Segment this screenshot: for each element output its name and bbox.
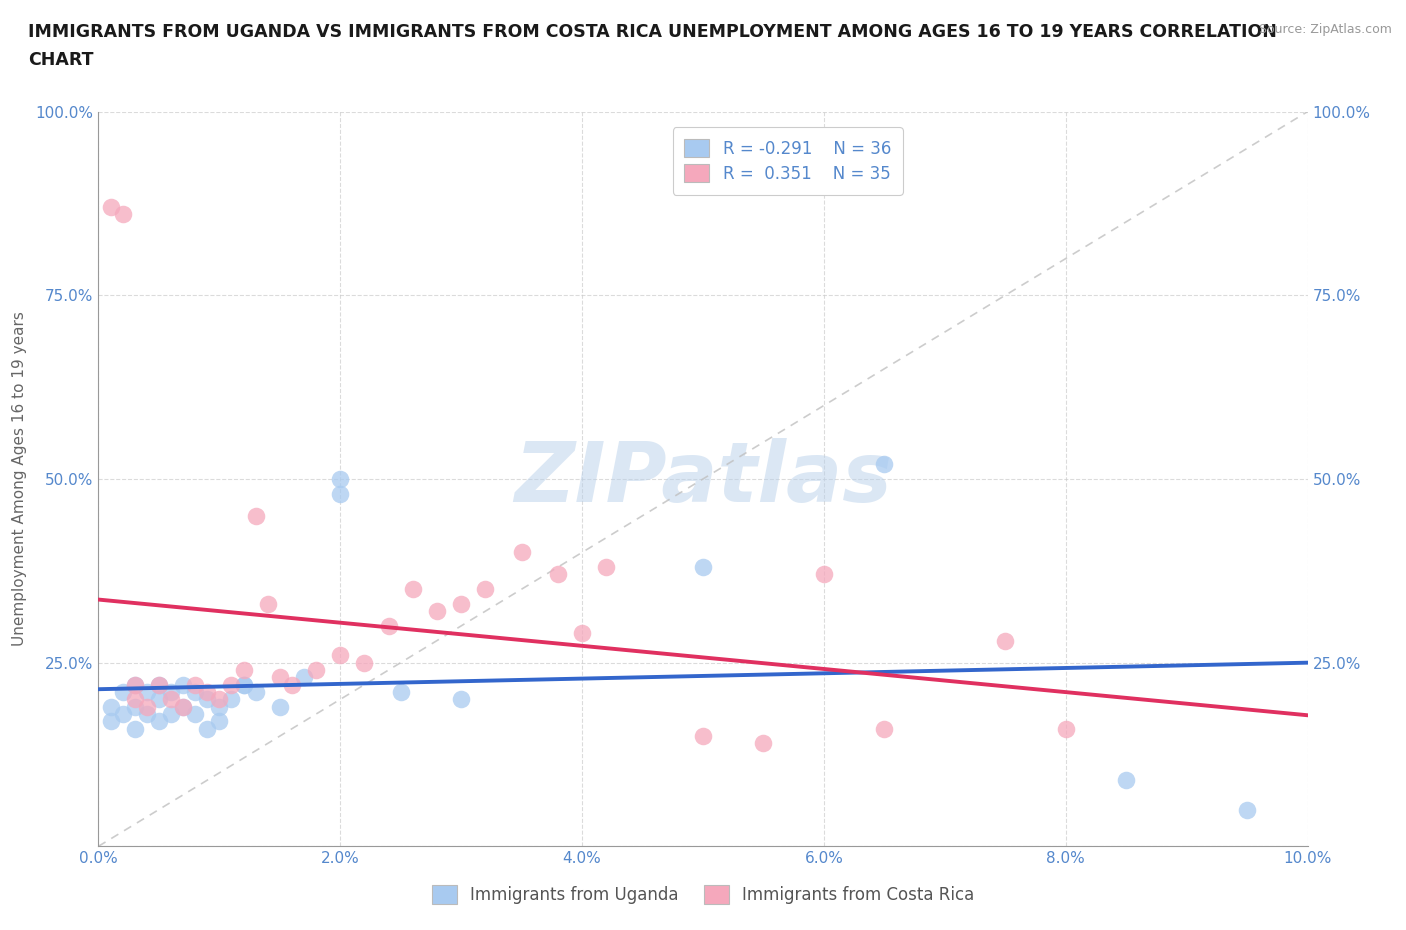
Point (124, 677, 146, 692)
Point (329, 648, 352, 663)
Point (232, 677, 254, 692)
Point (402, 582, 425, 597)
Point (329, 472, 352, 486)
Point (160, 692, 183, 707)
Point (100, 714, 122, 729)
Y-axis label: Unemployment Among Ages 16 to 19 years: Unemployment Among Ages 16 to 19 years (13, 312, 27, 646)
Text: ZIPatlas: ZIPatlas (515, 438, 891, 520)
Legend: R = -0.291    N = 36, R =  0.351    N = 35: R = -0.291 N = 36, R = 0.351 N = 35 (672, 127, 903, 194)
Point (232, 662, 254, 677)
Point (160, 684, 183, 699)
Point (450, 596, 472, 611)
Point (377, 618, 399, 633)
Point (994, 633, 1017, 648)
Point (195, 692, 218, 707)
Point (1054, 722, 1077, 737)
Point (1236, 802, 1258, 817)
Point (184, 707, 207, 722)
Point (692, 729, 714, 744)
Text: Source: ZipAtlas.com: Source: ZipAtlas.com (1258, 23, 1392, 36)
Point (389, 684, 412, 699)
Point (195, 722, 218, 737)
Point (124, 692, 146, 707)
Point (547, 567, 569, 582)
Point (692, 560, 714, 575)
Text: IMMIGRANTS FROM UGANDA VS IMMIGRANTS FROM COSTA RICA UNEMPLOYMENT AMONG AGES 16 : IMMIGRANTS FROM UGANDA VS IMMIGRANTS FRO… (28, 23, 1277, 41)
Point (208, 692, 231, 707)
Point (124, 677, 146, 692)
Point (510, 545, 533, 560)
Point (124, 722, 146, 737)
Point (124, 699, 146, 714)
Point (474, 582, 496, 597)
Point (100, 200, 122, 215)
Point (111, 207, 134, 222)
Point (269, 670, 291, 684)
Point (208, 714, 231, 729)
Point (245, 508, 267, 523)
Point (305, 662, 328, 677)
Point (148, 692, 170, 707)
Point (195, 684, 218, 699)
Point (1115, 773, 1137, 788)
Point (281, 677, 304, 692)
Point (450, 692, 472, 707)
Point (111, 684, 134, 699)
Point (221, 677, 243, 692)
Point (221, 692, 243, 707)
Point (595, 560, 617, 575)
Point (148, 677, 170, 692)
Point (135, 699, 157, 714)
Point (329, 486, 352, 501)
Point (245, 684, 267, 699)
Point (426, 604, 449, 618)
Point (111, 707, 134, 722)
Point (135, 684, 157, 699)
Point (160, 707, 183, 722)
Point (752, 736, 775, 751)
Point (232, 677, 254, 692)
Point (172, 699, 194, 714)
Text: CHART: CHART (28, 51, 94, 69)
Point (148, 677, 170, 692)
Point (184, 684, 207, 699)
Point (269, 699, 291, 714)
Point (148, 714, 170, 729)
Point (813, 567, 835, 582)
Point (184, 677, 207, 692)
Point (571, 626, 593, 641)
Point (292, 670, 315, 684)
Point (172, 699, 194, 714)
Point (172, 677, 194, 692)
Point (256, 596, 278, 611)
Point (353, 656, 375, 671)
Legend: Immigrants from Uganda, Immigrants from Costa Rica: Immigrants from Uganda, Immigrants from … (423, 877, 983, 912)
Point (873, 722, 896, 737)
Point (135, 707, 157, 722)
Point (100, 699, 122, 714)
Point (873, 457, 896, 472)
Point (208, 699, 231, 714)
